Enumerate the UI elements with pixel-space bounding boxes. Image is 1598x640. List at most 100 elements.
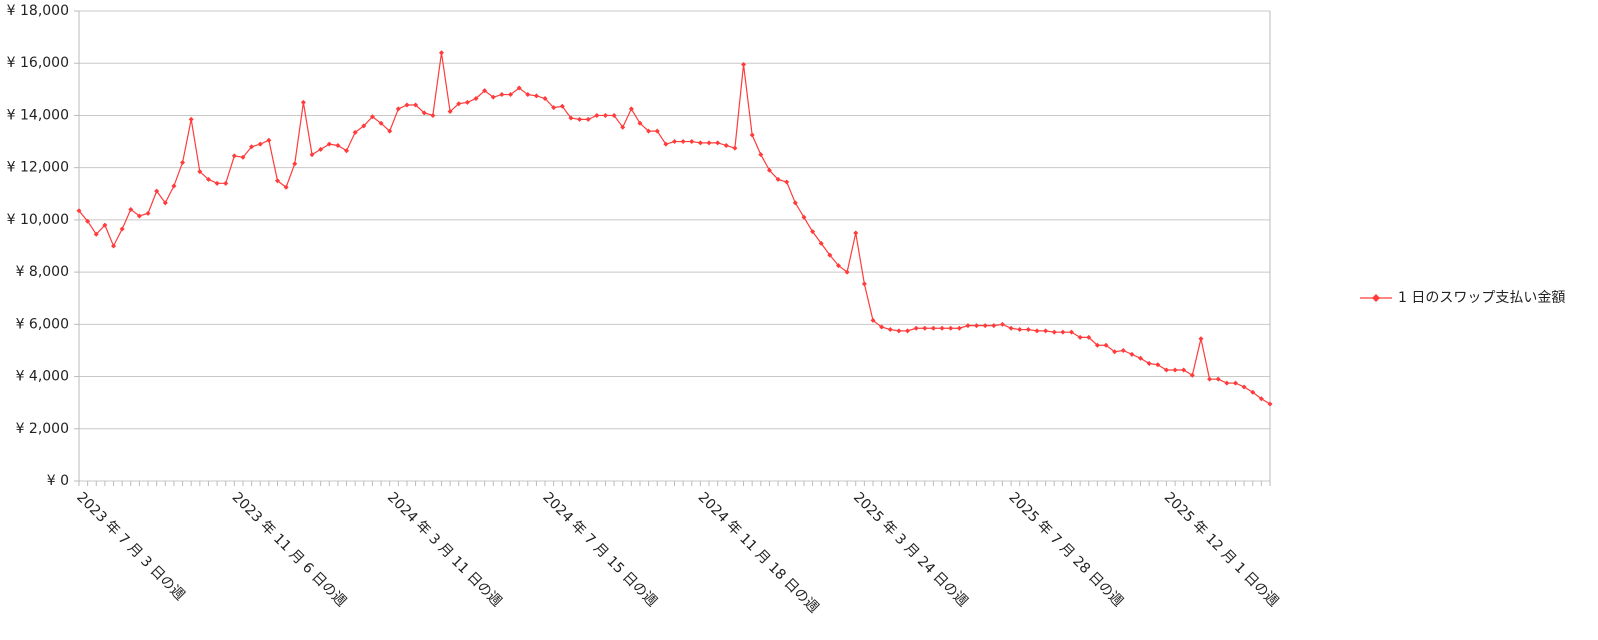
y-tick-label: ¥ 8,000 <box>16 264 69 280</box>
data-point <box>1008 325 1014 331</box>
data-point <box>300 99 306 105</box>
data-point <box>1094 342 1100 348</box>
x-tick-label: 2024 年 3 月 11 日の週 <box>384 489 505 610</box>
data-point <box>974 323 980 329</box>
data-point <box>1146 361 1152 366</box>
data-point <box>1155 362 1161 368</box>
data-point <box>378 120 384 126</box>
y-tick-label: ¥ 4,000 <box>16 369 69 385</box>
data-point <box>1258 396 1264 402</box>
data-point <box>1224 380 1230 386</box>
data-point <box>844 269 850 275</box>
data-point <box>1181 367 1187 373</box>
data-point <box>447 109 453 115</box>
y-tick-label: ¥ 2,000 <box>16 421 69 437</box>
data-point <box>818 240 824 246</box>
data-point <box>1103 342 1109 348</box>
data-point <box>516 85 522 91</box>
data-point <box>1060 329 1066 335</box>
data-point <box>922 325 928 331</box>
data-point <box>326 141 332 147</box>
data-point <box>162 200 168 206</box>
data-point <box>464 99 470 105</box>
data-point <box>102 222 108 228</box>
data-point <box>689 139 695 145</box>
data-point <box>542 95 548 101</box>
data-point <box>136 213 142 219</box>
data-point <box>1112 349 1118 355</box>
y-tick-label: ¥ 14,000 <box>7 107 69 123</box>
data-point <box>1198 336 1204 342</box>
data-point <box>749 132 755 138</box>
data-point <box>879 324 885 330</box>
data-point <box>387 128 393 134</box>
data-point <box>128 206 134 212</box>
data-point <box>559 103 565 109</box>
data-point <box>292 161 298 167</box>
data-point <box>732 145 738 151</box>
data-point <box>76 208 82 214</box>
data-point <box>266 137 272 143</box>
data-point <box>792 200 798 206</box>
data-point <box>930 325 936 331</box>
data-point <box>602 112 608 118</box>
data-point <box>1077 334 1083 340</box>
x-tick-label: 2025 年 12 月 1 日の週 <box>1161 489 1282 610</box>
data-point <box>758 152 764 158</box>
data-point <box>119 226 125 232</box>
data-point <box>775 176 781 182</box>
data-point <box>525 92 531 98</box>
data-point <box>456 101 462 107</box>
data-point <box>335 142 341 148</box>
data-point <box>404 102 410 108</box>
y-tick-label: ¥ 6,000 <box>16 316 69 332</box>
data-point <box>352 129 358 135</box>
data-point <box>361 123 367 129</box>
data-point <box>508 92 514 98</box>
data-point <box>240 154 246 160</box>
data-point <box>214 180 220 186</box>
data-point <box>999 321 1005 327</box>
data-point <box>715 140 721 146</box>
data-point <box>784 179 790 185</box>
data-point <box>499 92 505 98</box>
data-point <box>257 141 263 147</box>
data-point <box>594 112 600 118</box>
y-tick-label: ¥ 0 <box>47 473 69 489</box>
data-point <box>637 120 643 126</box>
x-tick-label: 2023 年 7 月 3 日の週 <box>73 489 187 603</box>
data-point <box>939 325 945 331</box>
data-point <box>1129 351 1135 357</box>
data-point <box>1215 376 1221 382</box>
data-point <box>551 105 557 111</box>
data-point <box>369 114 375 120</box>
data-point <box>421 110 427 116</box>
data-point <box>1069 329 1074 335</box>
data-point <box>85 218 91 224</box>
data-point <box>982 323 988 329</box>
legend-label: 1 日のスワップ支払い金額 <box>1398 290 1565 306</box>
data-point <box>395 106 401 112</box>
data-point <box>827 252 833 258</box>
data-point <box>490 94 496 100</box>
data-point <box>913 325 919 331</box>
data-point <box>1189 372 1195 378</box>
data-point <box>1086 334 1092 340</box>
data-point <box>231 153 237 159</box>
data-point <box>706 140 712 146</box>
data-point <box>585 116 591 122</box>
data-point <box>1043 328 1049 334</box>
data-point <box>188 116 194 122</box>
data-point <box>810 229 816 235</box>
y-tick-label: ¥ 12,000 <box>7 160 69 176</box>
data-point <box>482 88 488 94</box>
data-point <box>697 140 703 146</box>
data-point <box>1051 329 1057 335</box>
data-point <box>853 230 859 236</box>
data-point <box>1120 347 1126 353</box>
data-point <box>965 323 971 329</box>
data-point <box>318 146 324 152</box>
data-point <box>1025 327 1031 333</box>
y-tick-label: ¥ 16,000 <box>7 55 69 71</box>
data-point <box>991 323 997 329</box>
